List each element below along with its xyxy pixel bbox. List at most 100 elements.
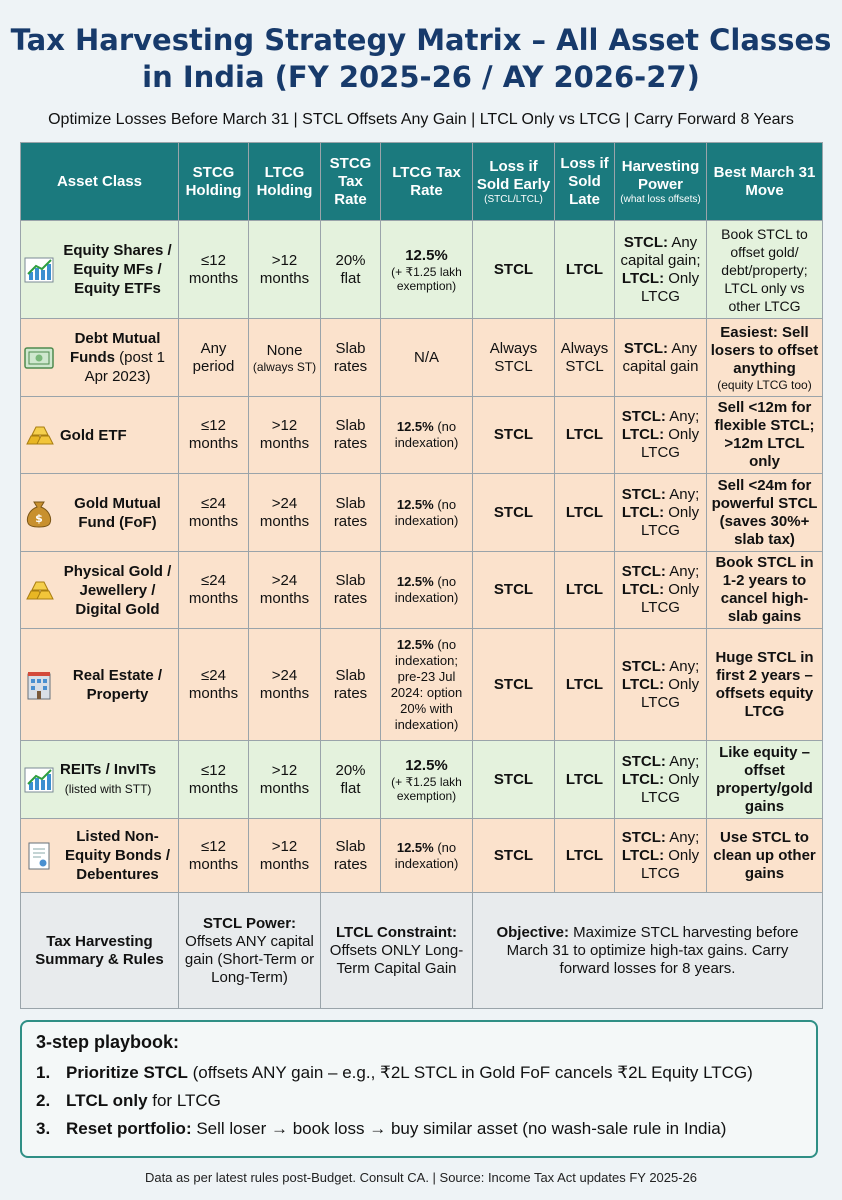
- harvesting-power: STCL: Any; LTCL: Only LTCG: [614, 473, 707, 552]
- stcg-rate: Slab rates: [320, 473, 381, 552]
- stcg-rate: 20% flat: [320, 740, 381, 819]
- header-stcg-rate: STCG Tax Rate: [320, 142, 381, 221]
- best-move: Use STCL to clean up other gains: [706, 818, 823, 893]
- asset-name: Real Estate / Property: [72, 666, 163, 703]
- playbook-step: 2. LTCL only for LTCG: [36, 1091, 221, 1110]
- header-ltcg-holding: LTCG Holding: [248, 142, 321, 221]
- loss-early: STCL: [472, 740, 555, 819]
- stcl-power-cell: STCL Power: Offsets ANY capital gain (Sho…: [178, 892, 321, 1009]
- harvesting-power: STCL: Any; LTCL: Only LTCG: [614, 551, 707, 629]
- stcg-rate: Slab rates: [320, 628, 381, 741]
- ltcg-rate: 12.5% (no indexation): [380, 818, 473, 893]
- loss-early: STCL: [472, 818, 555, 893]
- harvesting-power: STCL: Any; LTCL: Only LTCG: [614, 396, 707, 474]
- ltcg-rate: 12.5% (no indexation): [380, 396, 473, 474]
- ltcg-rate: 12.5% (+ ₹1.25 lakh exemption): [380, 740, 473, 819]
- gold-bars-icon: [24, 575, 54, 605]
- loss-late: LTCL: [554, 818, 615, 893]
- table-row: $ Gold Mutual Fund (FoF) ≤24 months >24 …: [20, 473, 823, 552]
- best-move: Sell <12m for flexible STCL; >12m LTCL o…: [706, 396, 823, 474]
- stcg-holding: ≤12 months: [178, 740, 249, 819]
- header-stcg-holding: STCG Holding: [178, 142, 249, 221]
- asset-cell: Equity Shares / Equity MFs / Equity ETFs: [20, 220, 179, 319]
- best-move: Like equity – offset property/gold gains: [706, 740, 823, 819]
- playbook-step: 1. Prioritize STCL (offsets ANY gain – e.…: [36, 1063, 753, 1082]
- stcg-rate: Slab rates: [320, 318, 381, 397]
- stcg-rate: Slab rates: [320, 396, 381, 474]
- table-row: Debt Mutual Funds (post 1 Apr 2023) Any …: [20, 318, 823, 397]
- asset-name: Gold Mutual Fund (FoF): [74, 494, 161, 531]
- chart-up-icon: [24, 255, 54, 285]
- objective-cell: Objective: Maximize STCL harvesting befo…: [472, 892, 823, 1009]
- header-harvesting-power: Harvesting Power (what loss offsets): [614, 142, 707, 221]
- ltcl-constraint-cell: LTCL Constraint: Offsets ONLY Long-Term C…: [320, 892, 473, 1009]
- ltcg-rate: 12.5% (no indexation): [380, 473, 473, 552]
- asset-cell: Gold ETF: [20, 396, 179, 474]
- asset-cell: $ Gold Mutual Fund (FoF): [20, 473, 179, 552]
- table-row: Real Estate / Property ≤24 months >24 mo…: [20, 628, 823, 741]
- loss-late: LTCL: [554, 220, 615, 319]
- stcg-rate: Slab rates: [320, 551, 381, 629]
- loss-late: LTCL: [554, 396, 615, 474]
- ltcg-rate: 12.5% (no indexation): [380, 551, 473, 629]
- page-title: Tax Harvesting Strategy Matrix – All Ass…: [10, 23, 832, 94]
- header-loss-early: Loss if Sold Early (STCL/LTCL): [472, 142, 555, 221]
- loss-late: LTCL: [554, 740, 615, 819]
- stcg-holding: ≤24 months: [178, 473, 249, 552]
- ltcg-holding: >12 months: [248, 396, 321, 474]
- asset-name: Physical Gold / Jewellery / Digital Gold: [63, 562, 172, 618]
- header-best-move: Best March 31 Move: [706, 142, 823, 221]
- playbook-step: 3. Reset portfolio: Sell loser → book los…: [36, 1119, 727, 1138]
- loss-early: STCL: [472, 396, 555, 474]
- gold-bars-icon: [24, 420, 54, 450]
- stcg-rate: Slab rates: [320, 818, 381, 893]
- footer-note: Data as per latest rules post-Budget. Co…: [144, 1170, 698, 1185]
- asset-cell: Physical Gold / Jewellery / Digital Gold: [20, 551, 179, 629]
- asset-name: REITs / InvITs (listed with STT): [60, 761, 157, 796]
- ltcg-holding: None (always ST): [248, 318, 321, 397]
- summary-row: Tax Harvesting Summary & Rules STCL Powe…: [20, 892, 823, 1009]
- harvesting-power: STCL: Any; LTCL: Only LTCG: [614, 740, 707, 819]
- asset-name: Debt Mutual Funds (post 1 Apr 2023): [69, 330, 166, 385]
- asset-cell: Listed Non-Equity Bonds / Debentures: [20, 818, 179, 893]
- playbook-box: 3-step playbook: 1. Prioritize STCL (offs…: [20, 1020, 818, 1158]
- asset-cell: Debt Mutual Funds (post 1 Apr 2023): [20, 318, 179, 397]
- harvesting-power: STCL: Any capital gain; LTCL: Only LTCG: [614, 220, 707, 319]
- table-row: Physical Gold / Jewellery / Digital Gold…: [20, 551, 823, 629]
- ltcg-holding: >12 months: [248, 220, 321, 319]
- header-ltcg-rate: LTCG Tax Rate: [380, 142, 473, 221]
- ltcg-holding: >24 months: [248, 628, 321, 741]
- stcg-holding: ≤12 months: [178, 396, 249, 474]
- asset-name: Listed Non-Equity Bonds / Debentures: [65, 828, 170, 883]
- stcg-holding: ≤24 months: [178, 551, 249, 629]
- ltcg-rate: 12.5% (+ ₹1.25 lakh exemption): [380, 220, 473, 319]
- svg-text:$: $: [35, 512, 43, 525]
- summary-label: Tax Harvesting Summary & Rules: [20, 892, 179, 1009]
- harvesting-power: STCL: Any; LTCL: Only LTCG: [614, 818, 707, 893]
- stcg-rate: 20% flat: [320, 220, 381, 319]
- best-move: Huge STCL in first 2 years – offsets equ…: [706, 628, 823, 741]
- stcg-holding: Any period: [178, 318, 249, 397]
- table-row: Listed Non-Equity Bonds / Debentures ≤12…: [20, 818, 823, 893]
- ltcg-holding: >24 months: [248, 551, 321, 629]
- loss-early: STCL: [472, 628, 555, 741]
- asset-cell: REITs / InvITs (listed with STT): [20, 740, 179, 819]
- header-asset-class: Asset Class: [20, 142, 179, 221]
- page-subtitle: Optimize Losses Before March 31 | STCL O…: [48, 111, 794, 128]
- ltcg-rate: N/A: [380, 318, 473, 397]
- loss-late: LTCL: [554, 551, 615, 629]
- money-bag-icon: $: [24, 498, 54, 528]
- harvesting-power: STCL: Any; LTCL: Only LTCG: [614, 628, 707, 741]
- best-move: Book STCL in 1-2 years to cancel high-sl…: [706, 551, 823, 629]
- stcg-holding: ≤12 months: [178, 818, 249, 893]
- asset-cell: Real Estate / Property: [20, 628, 179, 741]
- asset-name: Equity Shares / Equity MFs / Equity ETFs: [63, 242, 172, 297]
- loss-early: Always STCL: [472, 318, 555, 397]
- ltcg-holding: >12 months: [248, 818, 321, 893]
- best-move: Book STCL to offset gold/ debt/property;…: [706, 220, 823, 319]
- loss-late: LTCL: [554, 628, 615, 741]
- loss-late: LTCL: [554, 473, 615, 552]
- table-row: Gold ETF ≤12 months >12 months Slab rate…: [20, 396, 823, 474]
- chart-up-icon: [24, 765, 54, 795]
- loss-early: STCL: [472, 473, 555, 552]
